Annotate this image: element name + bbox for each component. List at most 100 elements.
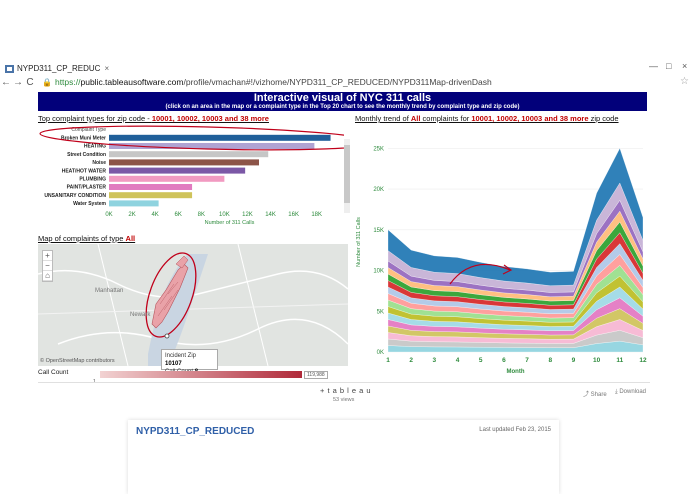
x-tick-label: 18K (311, 212, 322, 218)
y-tick-label: 5K (377, 309, 384, 315)
area-series-band[interactable] (387, 147, 644, 286)
bar-mark[interactable] (109, 143, 315, 149)
x-tick-label: 8 (548, 357, 552, 364)
lock-icon: 🔒 (42, 77, 52, 87)
x-tick-label: 6 (502, 357, 506, 364)
x-tick-label: 8K (198, 212, 205, 218)
home-icon[interactable]: ⌂ (43, 271, 52, 281)
bar-title-zips[interactable]: 10001, 10002, 10003 and 38 more (151, 114, 269, 123)
bar-column-header: Complaint Type (71, 127, 106, 133)
bar-annotation-ellipse (39, 125, 344, 151)
bar-mark[interactable] (109, 167, 246, 174)
map-annotation-circle (145, 252, 197, 338)
map-title-all[interactable]: All (125, 234, 136, 243)
share-button[interactable]: ⤴ Share (583, 389, 607, 398)
legend-label: Call Count (38, 369, 69, 376)
minimize-icon[interactable]: — (649, 61, 658, 71)
download-icon: ⤓ (615, 389, 620, 395)
bar-category-label[interactable]: PLUMBING (79, 177, 106, 183)
dashboard-header: Interactive visual of NYC 311 calls (cli… (38, 92, 647, 111)
manhattan-choropleth[interactable] (151, 255, 189, 329)
complaints-map[interactable]: Manhattan Newark (38, 244, 348, 366)
trend-chart-title: Monthly trend of All complaints for 1000… (355, 114, 619, 123)
url-scheme: https:// (54, 77, 81, 87)
y-tick-label: 15K (373, 228, 384, 234)
browser-tab[interactable]: NYPD311_CP_REDUC × (5, 63, 109, 74)
zoom-in-button[interactable]: + (43, 251, 52, 261)
x-tick-label: 10 (593, 357, 601, 364)
bar-category-label[interactable]: HEAT/HOT WATER (62, 168, 107, 174)
map-place-manhattan: Manhattan (95, 288, 123, 294)
bar-chart-scrollbar[interactable] (344, 139, 350, 213)
x-tick-label: 1 (386, 357, 390, 364)
bar-mark[interactable] (109, 159, 259, 166)
map-title-prefix: Map of complaints of type (38, 234, 126, 243)
reload-icon[interactable]: C (26, 76, 34, 88)
top-complaints-bar-chart[interactable]: Complaint Type Broken Muni Meter HEATING St… (38, 124, 344, 232)
workbook-card: NYPD311_CP_REDUCED Last updated Feb 23, … (128, 420, 559, 494)
back-icon[interactable]: ← (1, 76, 11, 88)
bar-category-label[interactable]: Noise (92, 160, 106, 166)
views-count: 53 views (333, 397, 355, 403)
map-selected-point[interactable] (164, 333, 170, 339)
maximize-icon[interactable]: □ (666, 61, 672, 71)
scrollbar-thumb[interactable] (344, 145, 350, 203)
x-tick-label: 16K (288, 212, 299, 218)
download-button[interactable]: ⤓ Download (615, 389, 646, 396)
y-tick-label: 20K (373, 187, 384, 193)
address-bar[interactable]: 🔒 https:// public.tableausoftware.com /p… (42, 77, 492, 87)
bar-mark[interactable] (109, 192, 193, 199)
share-label: Share (590, 392, 607, 398)
x-tick-label: 10K (219, 212, 230, 218)
close-tab-icon[interactable]: × (104, 64, 110, 73)
forward-icon[interactable]: → (13, 76, 23, 88)
y-tick-label: 25K (373, 146, 384, 152)
map-canvas[interactable]: Manhattan Newark (38, 244, 348, 366)
dashboard-title: Interactive visual of NYC 311 calls (253, 92, 432, 104)
map-place-newark: Newark (130, 312, 151, 318)
dashboard-subtitle: (click on an area in the map or a compla… (165, 104, 520, 110)
x-tick-label: 2K (128, 212, 135, 218)
bar-mark[interactable] (109, 175, 225, 182)
y-tick-label: 0K (377, 350, 384, 356)
tableau-logo[interactable]: + t a b l e a u (320, 386, 372, 395)
url-host: public.tableausoftware.com (80, 77, 184, 87)
workbook-updated: Last updated Feb 23, 2015 (479, 427, 551, 433)
close-window-icon[interactable]: × (682, 61, 688, 71)
area-y-axis-title: Number of 311 Calls (356, 217, 362, 267)
bar-category-label[interactable]: PAINT/PLASTER (67, 185, 107, 191)
bar-category-label[interactable]: UNSANITARY CONDITION (44, 193, 106, 199)
x-tick-label: 12K (242, 212, 253, 218)
bar-chart-title: Top complaint types for zip code - 10001… (38, 114, 269, 123)
bar-category-label[interactable]: Street Condition (67, 152, 106, 158)
bar-category-label[interactable]: Water System (73, 201, 106, 207)
x-tick-label: 5 (479, 357, 483, 364)
bar-mark[interactable] (109, 184, 193, 190)
x-tick-label: 3 (433, 357, 437, 364)
trend-title-mid: complaints for (420, 114, 472, 123)
x-tick-label: 11 (616, 357, 623, 364)
bookmark-star-icon[interactable]: ☆ (680, 76, 689, 87)
area-x-axis-title: Month (507, 369, 525, 375)
bar-mark[interactable] (109, 200, 159, 207)
zoom-out-button[interactable]: − (43, 261, 52, 271)
x-tick-label: 2 (409, 357, 413, 364)
bar-title-prefix: Top complaint types for zip code - (38, 114, 152, 123)
tab-title: NYPD311_CP_REDUC (17, 64, 101, 73)
trend-title-all[interactable]: All (410, 114, 421, 123)
workbook-title[interactable]: NYPD311_CP_REDUCED (136, 426, 255, 437)
legend-max: 119,988 (304, 371, 328, 379)
bar-category-label[interactable]: Broken Muni Meter (61, 136, 106, 142)
bar-mark[interactable] (109, 151, 269, 158)
x-tick-label: 4K (151, 212, 158, 218)
bar-category-label[interactable]: HEATING (84, 144, 106, 150)
legend-color-ramp (100, 371, 302, 378)
x-tick-label: 14K (265, 212, 276, 218)
tooltip-zip-value: 10107 (165, 361, 182, 367)
y-tick-label: 10K (373, 269, 384, 275)
bar-mark[interactable] (109, 134, 331, 141)
trend-title-zips[interactable]: 10001, 10002, 10003 and 38 more (471, 114, 589, 123)
x-tick-label: 7 (525, 357, 529, 364)
browser-tab-bar: NYPD311_CP_REDUC × — □ × (0, 0, 695, 74)
